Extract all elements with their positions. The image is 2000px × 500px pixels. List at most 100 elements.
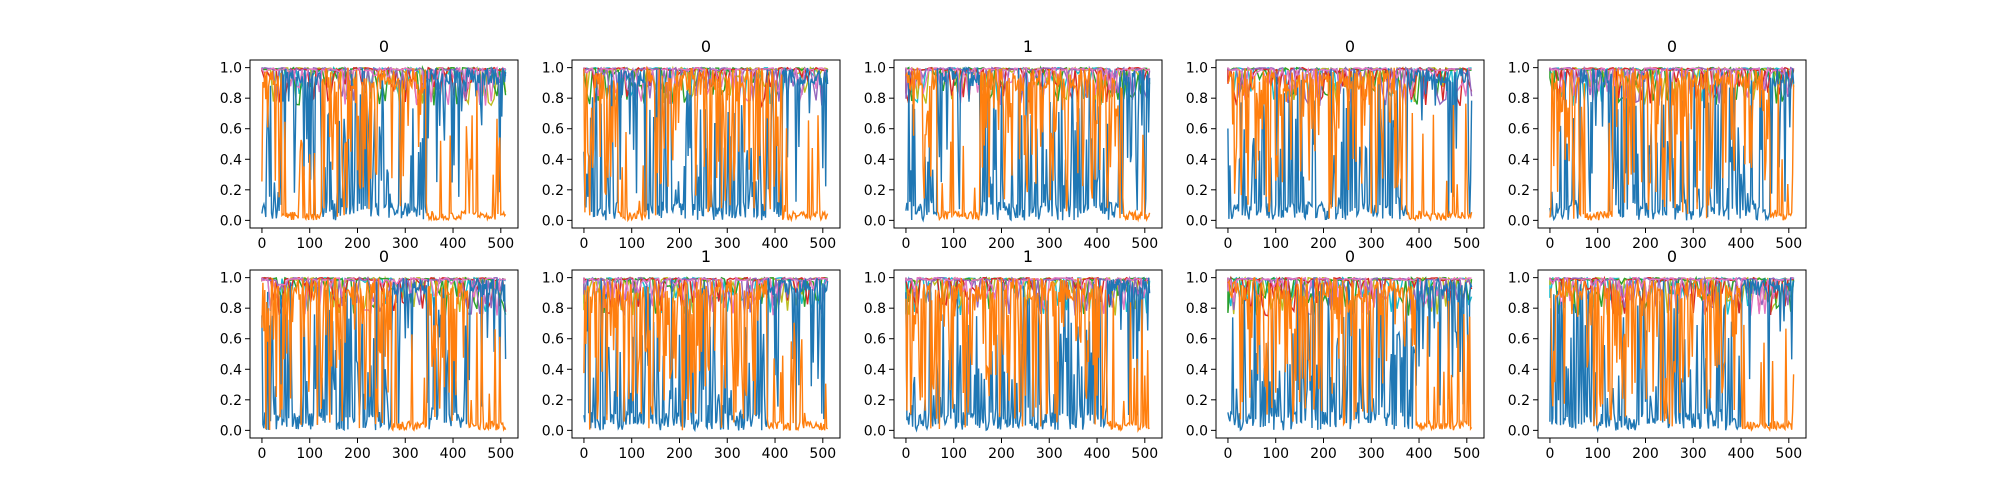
series-line: [261, 276, 507, 316]
x-tick-label: 300: [1036, 446, 1063, 462]
x-tick-label: 100: [1262, 446, 1289, 462]
subplot-title: 0: [379, 37, 389, 56]
y-tick-label: 0.0: [1186, 423, 1208, 439]
x-tick-label: 400: [1406, 236, 1433, 252]
y-tick-label: 0.4: [1186, 152, 1208, 168]
x-tick-label: 500: [1453, 446, 1480, 462]
x-tick-label: 300: [714, 236, 741, 252]
y-tick-label: 0.8: [542, 301, 564, 317]
series-line: [1227, 276, 1473, 432]
series-line: [905, 276, 1151, 433]
x-tick-label: 0: [579, 236, 588, 252]
series-line: [583, 65, 829, 223]
plot-area: [583, 276, 829, 433]
x-tick-label: 100: [296, 236, 323, 252]
x-tick-label: 0: [1545, 236, 1554, 252]
series-line: [1227, 275, 1473, 317]
y-tick-label: 0.4: [864, 362, 886, 378]
x-tick-label: 0: [901, 236, 910, 252]
series-line: [905, 277, 1150, 433]
y-tick-label: 0.8: [220, 91, 242, 107]
x-tick-label: 200: [1310, 446, 1337, 462]
x-tick-label: 200: [988, 446, 1015, 462]
y-tick-label: 1.0: [864, 61, 886, 77]
series-line: [261, 66, 507, 221]
x-tick-label: 500: [809, 236, 836, 252]
axes-frame: [893, 269, 1163, 439]
y-tick-label: 0.2: [864, 183, 886, 199]
x-tick-label: 0: [1223, 446, 1232, 462]
y-tick-label: 0.4: [1508, 152, 1530, 168]
x-tick-label: 500: [1775, 236, 1802, 252]
plot-area: [905, 65, 1151, 223]
x-tick-label: 300: [1036, 236, 1063, 252]
series-line: [1227, 67, 1473, 222]
y-tick-label: 0.6: [1508, 332, 1530, 348]
y-tick-label: 1.0: [1508, 61, 1530, 77]
y-tick-label: 0.6: [542, 122, 564, 138]
x-tick-label: 0: [257, 236, 266, 252]
subplot-title: 1: [1023, 247, 1033, 266]
y-tick-label: 0.2: [220, 393, 242, 409]
y-tick-label: 1.0: [542, 61, 564, 77]
y-tick-label: 0.4: [864, 152, 886, 168]
series-line: [261, 276, 506, 316]
y-tick-label: 0.6: [220, 332, 242, 348]
y-tick-label: 0.6: [220, 122, 242, 138]
y-tick-label: 0.8: [864, 301, 886, 317]
subplot-title: 0: [379, 247, 389, 266]
y-tick-label: 1.0: [220, 271, 242, 287]
x-tick-label: 200: [1632, 446, 1659, 462]
x-tick-label: 500: [1131, 446, 1158, 462]
y-tick-label: 0.4: [1508, 362, 1530, 378]
x-tick-label: 200: [344, 236, 371, 252]
x-tick-label: 200: [344, 446, 371, 462]
y-tick-label: 0.0: [864, 423, 886, 439]
y-tick-label: 0.8: [542, 91, 564, 107]
y-tick-label: 0.4: [542, 362, 564, 378]
x-tick-label: 400: [762, 236, 789, 252]
y-tick-label: 0.0: [542, 213, 564, 229]
series-line: [905, 66, 1150, 106]
x-tick-label: 200: [1310, 236, 1337, 252]
y-tick-label: 0.0: [220, 213, 242, 229]
plot-area: [261, 275, 507, 432]
plot-area: [260, 65, 507, 222]
x-tick-label: 0: [579, 446, 588, 462]
axes-frame: [893, 59, 1163, 229]
y-tick-label: 0.2: [1508, 393, 1530, 409]
series-line: [1549, 67, 1795, 221]
y-tick-label: 0.8: [864, 91, 886, 107]
plot-area: [583, 65, 829, 223]
x-tick-label: 0: [1223, 236, 1232, 252]
subplot-6: 1 0 100 200 300 400 500 0.0 0.2 0.4 0.6 0.8 1.0: [542, 247, 841, 462]
subplot-title: 0: [1667, 37, 1677, 56]
x-tick-label: 100: [940, 236, 967, 252]
subplot-title: 0: [1345, 247, 1355, 266]
series-line: [261, 277, 507, 432]
axes-frame: [1537, 59, 1807, 229]
plot-area: [905, 275, 1151, 433]
x-tick-label: 400: [1406, 446, 1433, 462]
y-tick-label: 1.0: [220, 61, 242, 77]
y-tick-label: 0.8: [1186, 301, 1208, 317]
axes-frame: [571, 59, 841, 229]
y-tick-label: 0.0: [864, 213, 886, 229]
y-tick-label: 0.2: [220, 183, 242, 199]
y-tick-label: 1.0: [1186, 271, 1208, 287]
series-line: [1227, 66, 1473, 107]
subplot-4: 0 0 100 200 300 400 500 0.0 0.2 0.4 0.6 0.8 1.0: [1508, 37, 1807, 252]
y-tick-label: 0.8: [1508, 91, 1530, 107]
y-tick-label: 0.2: [542, 183, 564, 199]
plot-area: [1549, 275, 1795, 433]
y-tick-label: 0.8: [220, 301, 242, 317]
y-tick-label: 0.6: [864, 332, 886, 348]
y-tick-label: 0.2: [1508, 183, 1530, 199]
y-tick-label: 0.6: [542, 332, 564, 348]
y-tick-label: 0.8: [1508, 301, 1530, 317]
subplot-title: 1: [1023, 37, 1033, 56]
x-tick-label: 200: [1632, 236, 1659, 252]
y-tick-label: 0.8: [1186, 91, 1208, 107]
subplot-1: 0 0 100 200 300 400 500 0.0 0.2 0.4 0.6 0.8 1.0: [542, 37, 841, 252]
x-tick-label: 400: [440, 446, 467, 462]
